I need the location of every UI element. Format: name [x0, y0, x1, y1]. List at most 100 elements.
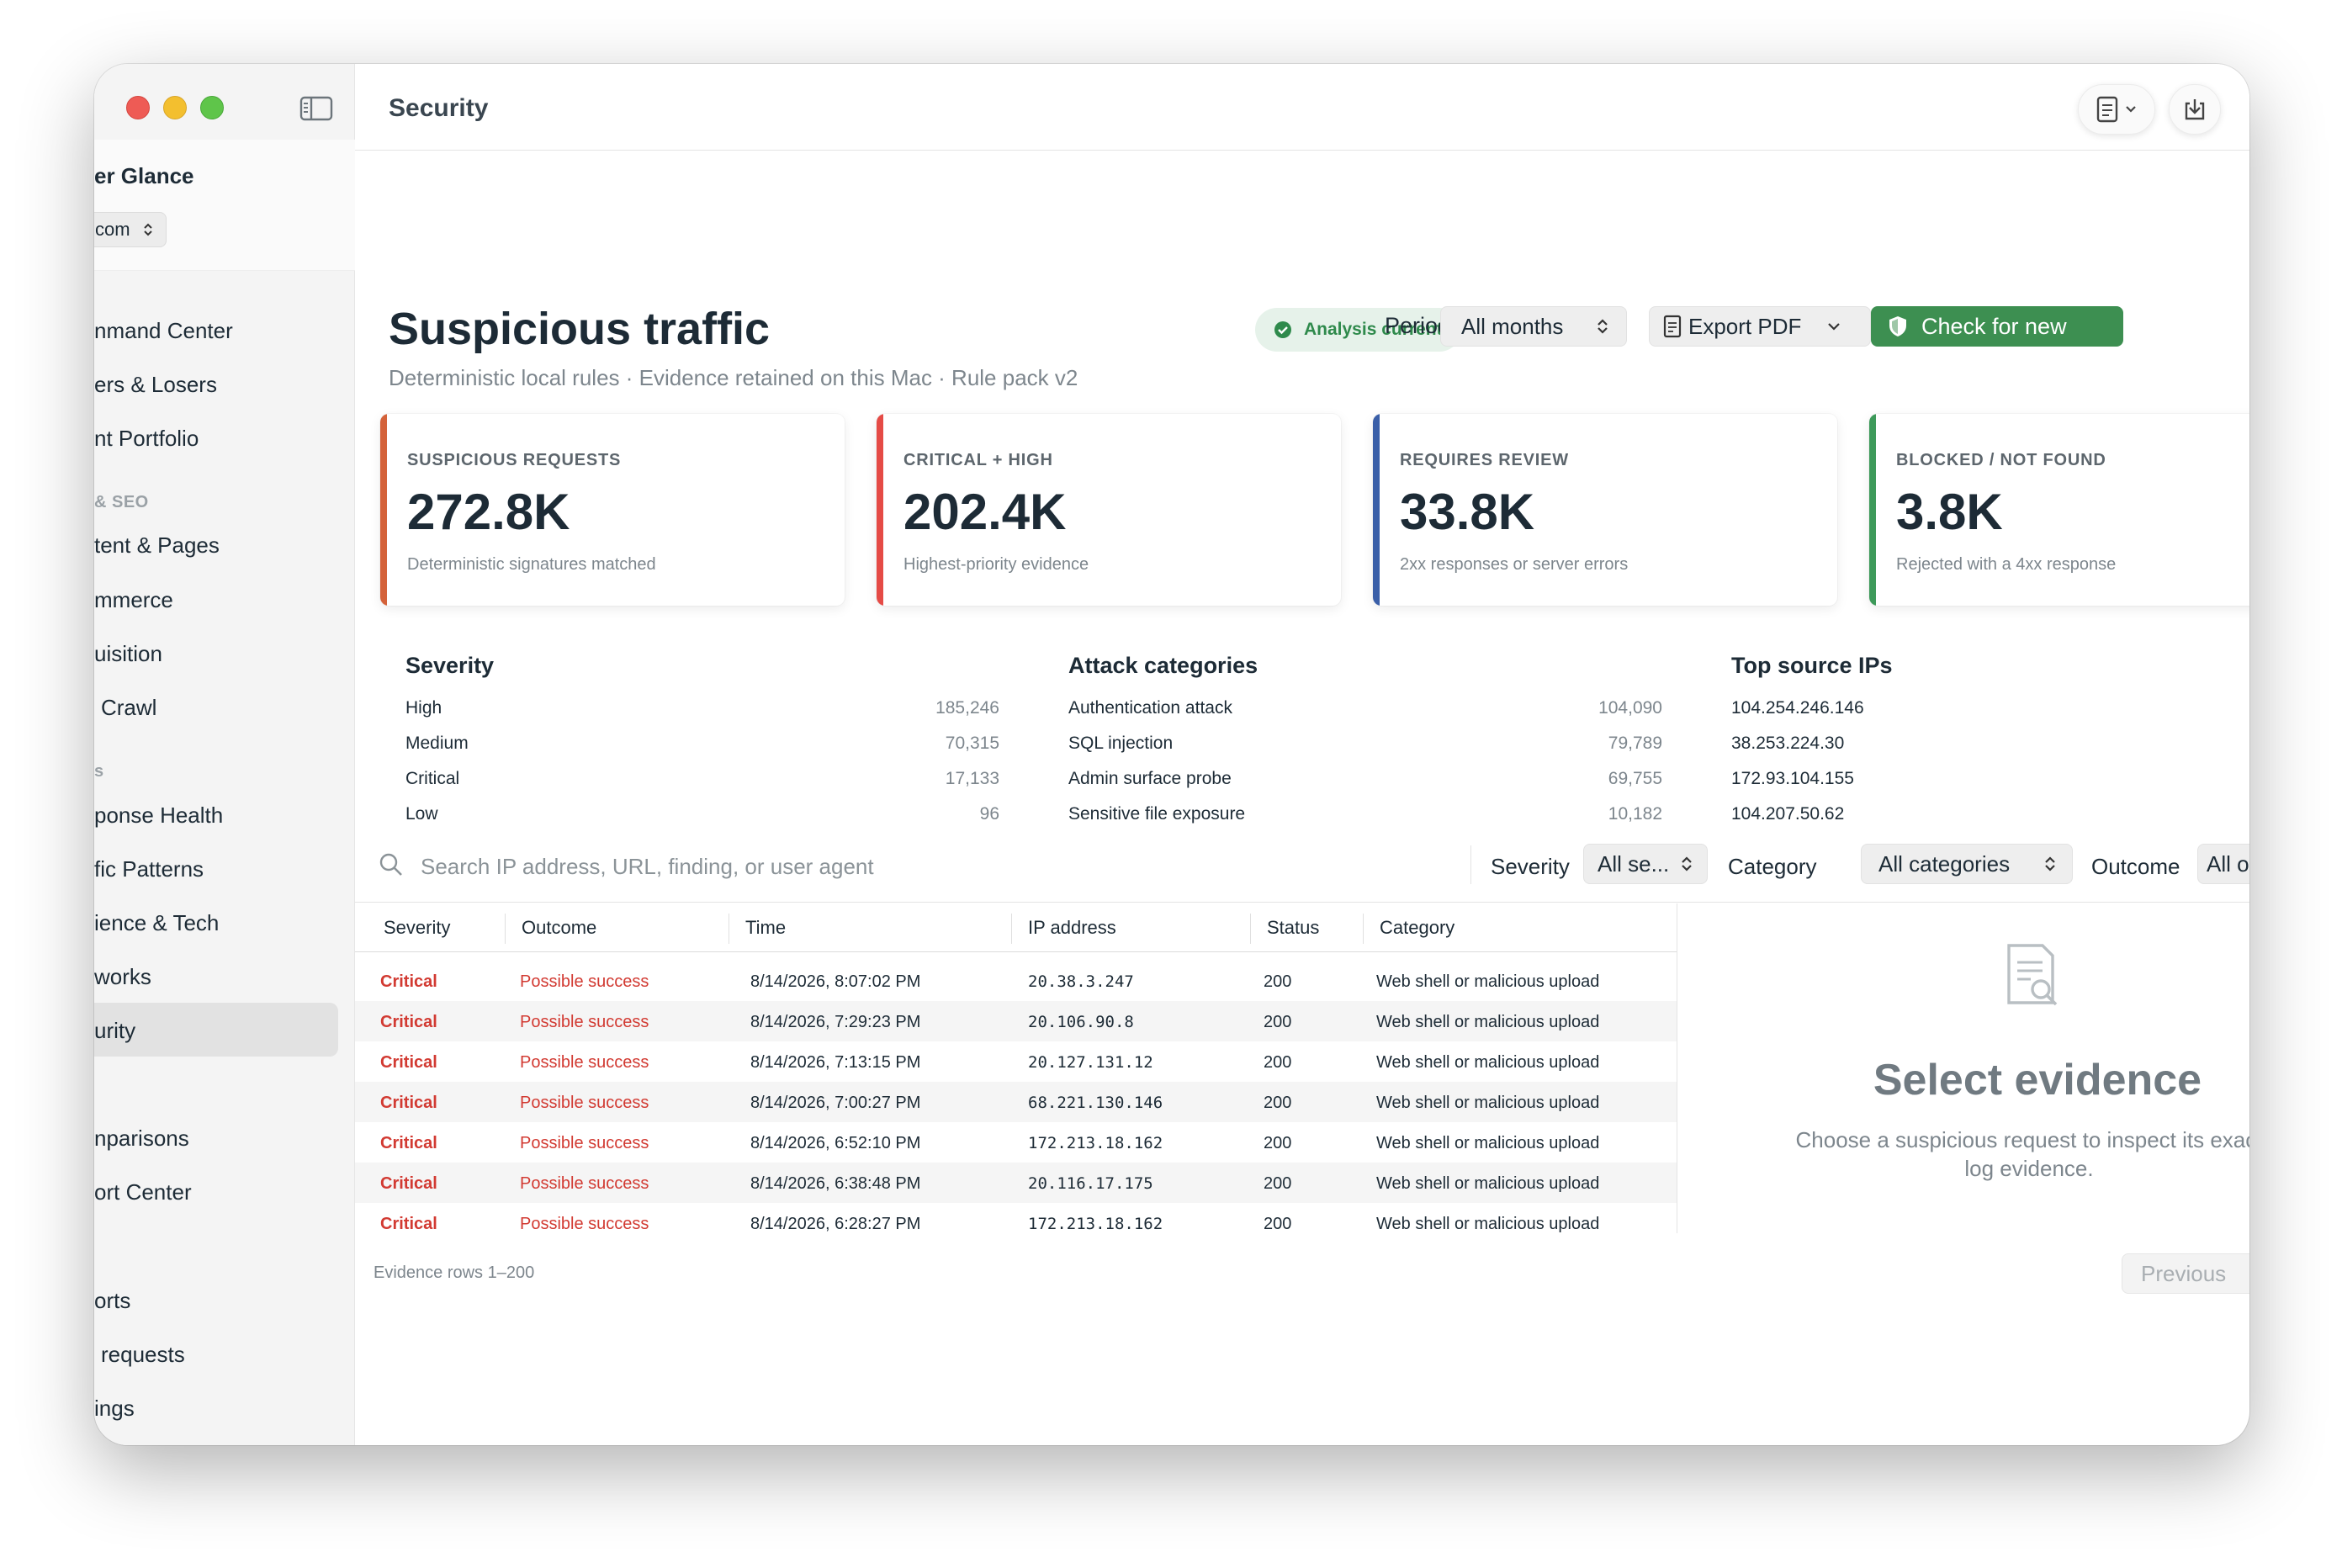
cell-time: 8/14/2026, 8:07:02 PM: [750, 972, 921, 991]
sidebar-section-technical: s: [94, 762, 104, 781]
cell-outcome: Possible success: [520, 1174, 649, 1193]
column-header-status[interactable]: Status: [1267, 917, 1320, 938]
sidebar-item-ecommerce[interactable]: mmerce: [94, 587, 173, 612]
breakdown-key: High: [405, 698, 442, 718]
sidebar-toggle-icon[interactable]: [299, 96, 333, 121]
cell-category: Web shell or malicious upload: [1376, 1094, 1600, 1112]
table-row[interactable]: Critical Possible success 8/14/2026, 7:29:…: [355, 1001, 1677, 1041]
card-note: Deterministic signatures matched: [407, 555, 656, 574]
column-separator: [1250, 914, 1251, 944]
document-icon: [2096, 96, 2118, 123]
cell-status: 200: [1264, 1215, 1292, 1233]
download-button[interactable]: [2169, 84, 2221, 135]
column-header-severity[interactable]: Severity: [384, 917, 451, 938]
cell-status: 200: [1264, 1134, 1292, 1152]
category-filter-select[interactable]: All categories: [1861, 844, 2073, 884]
top-ips-title: Top source IPs: [1731, 653, 1893, 678]
table-row[interactable]: Critical Possible success 8/14/2026, 6:52:…: [355, 1122, 1677, 1163]
cell-outcome: Possible success: [520, 1134, 649, 1152]
sidebar-item-winners-losers[interactable]: ers & Losers: [94, 372, 217, 397]
toolbar-title: Security: [389, 94, 489, 122]
breakdown-value: 185,246: [935, 698, 999, 718]
breakdown-key: Sensitive file exposure: [1068, 804, 1246, 824]
breakdown-row[interactable]: 104.254.246.146: [1731, 691, 2236, 726]
column-header-category[interactable]: Category: [1380, 917, 1455, 938]
categories-title: Attack categories: [1068, 653, 1258, 678]
sidebar-item-security[interactable]: urity: [94, 1018, 136, 1043]
breakdown-row[interactable]: 104.207.50.62: [1731, 797, 2236, 832]
column-header-time[interactable]: Time: [745, 917, 787, 938]
sidebar-item-imports[interactable]: orts: [94, 1288, 131, 1313]
check-for-new-button[interactable]: Check for new: [1871, 306, 2123, 347]
sidebar-item-content-pages[interactable]: tent & Pages: [94, 532, 220, 558]
table-row[interactable]: Critical Possible success 8/14/2026, 7:00:…: [355, 1082, 1677, 1122]
zoom-window-button[interactable]: [200, 96, 224, 119]
breakdown-key: Critical: [405, 769, 460, 788]
sidebar-item-command-center[interactable]: nmand Center: [94, 318, 233, 343]
table-row[interactable]: Critical Possible success 8/14/2026, 8:07:…: [355, 961, 1677, 1001]
summary-card-suspicious-requests: SUSPICIOUS REQUESTS 272.8K Deterministic…: [380, 414, 845, 606]
card-note: 2xx responses or server errors: [1400, 555, 1629, 574]
outcome-filter-select[interactable]: All ou: [2197, 844, 2249, 884]
card-accent-bar: [877, 414, 883, 606]
attack-categories-breakdown: Attack categories Authentication attack 1…: [1068, 653, 1662, 897]
cell-category: Web shell or malicious upload: [1376, 1174, 1600, 1193]
column-header-outcome[interactable]: Outcome: [522, 917, 597, 938]
sidebar-item-audience-tech[interactable]: ience & Tech: [94, 910, 220, 935]
app-title: er Glance: [94, 163, 194, 188]
sidebar-item-settings[interactable]: ings: [94, 1396, 135, 1421]
severity-filter-value: All se...: [1598, 850, 1670, 877]
cell-status: 200: [1264, 1053, 1292, 1072]
sidebar-item-acquisition[interactable]: uisition: [94, 641, 162, 666]
sidebar-item-traffic-patterns[interactable]: fic Patterns: [94, 856, 204, 882]
card-label: REQUIRES REVIEW: [1400, 451, 1569, 469]
site-select[interactable]: com: [94, 212, 167, 247]
column-header-ip-address[interactable]: IP address: [1028, 917, 1116, 938]
breakdown-value: 96: [979, 804, 999, 824]
cell-time: 8/14/2026, 7:29:23 PM: [750, 1013, 921, 1031]
app-window: er Glance com nmand Center ers & Losers …: [94, 64, 2249, 1445]
cell-severity: Critical: [380, 1094, 437, 1112]
previous-page-button[interactable]: Previous: [2122, 1253, 2249, 1294]
breakdown-row[interactable]: 38.253.224.30: [1731, 726, 2236, 761]
sidebar-item-comparisons[interactable]: nparisons: [94, 1126, 189, 1151]
breakdown-row[interactable]: 172.93.104.155: [1731, 761, 2236, 797]
period-select[interactable]: All months: [1440, 306, 1627, 347]
minimize-window-button[interactable]: [163, 96, 187, 119]
sidebar: er Glance com nmand Center ers & Losers …: [94, 64, 355, 1445]
sidebar-header: [94, 140, 355, 271]
breakdown-key: 38.253.224.30: [1731, 734, 1845, 753]
sidebar-active-highlight: [94, 1003, 338, 1057]
table-row[interactable]: Critical Possible success 8/14/2026, 6:38:…: [355, 1163, 1677, 1203]
status-badge-label: Analysis current: [1304, 320, 1443, 339]
cell-outcome: Possible success: [520, 972, 649, 991]
export-pdf-button[interactable]: Export PDF: [1649, 306, 1871, 347]
breakdown-value: 17,133: [945, 769, 999, 788]
severity-filter-label: Severity: [1491, 854, 1570, 879]
sidebar-item-crawl[interactable]: Crawl: [101, 695, 157, 720]
sidebar-item-report-center[interactable]: ort Center: [94, 1179, 192, 1205]
sidebar-item-feature-requests[interactable]: requests: [101, 1342, 185, 1367]
download-icon: [2185, 99, 2205, 120]
cell-status: 200: [1264, 1174, 1292, 1193]
cell-severity: Critical: [380, 972, 437, 991]
cell-severity: Critical: [380, 1053, 437, 1072]
cell-ip-address: 20.106.90.8: [1028, 1013, 1134, 1031]
severity-filter-select[interactable]: All se...: [1583, 844, 1708, 884]
sidebar-item-content-portfolio[interactable]: nt Portfolio: [94, 426, 199, 451]
table-row[interactable]: Critical Possible success 8/14/2026, 7:13:…: [355, 1041, 1677, 1082]
breakdown-row: Authentication attack 104,090: [1068, 691, 1662, 726]
sidebar-item-networks[interactable]: works: [94, 964, 151, 989]
period-select-value: All months: [1461, 313, 1564, 339]
search-icon: [379, 853, 402, 876]
close-window-button[interactable]: [126, 96, 150, 119]
cell-outcome: Possible success: [520, 1094, 649, 1112]
cell-ip-address: 68.221.130.146: [1028, 1094, 1163, 1112]
search-input[interactable]: Search IP address, URL, finding, or user…: [421, 854, 874, 879]
report-menu-button[interactable]: [2078, 84, 2155, 135]
breakdown-value: 10,182: [1608, 804, 1662, 824]
pdf-document-icon: [1663, 315, 1682, 338]
table-row[interactable]: Critical Possible success 8/14/2026, 6:28:…: [355, 1203, 1677, 1233]
page-title: Suspicious traffic: [389, 304, 771, 354]
sidebar-item-response-health[interactable]: ponse Health: [94, 803, 224, 828]
